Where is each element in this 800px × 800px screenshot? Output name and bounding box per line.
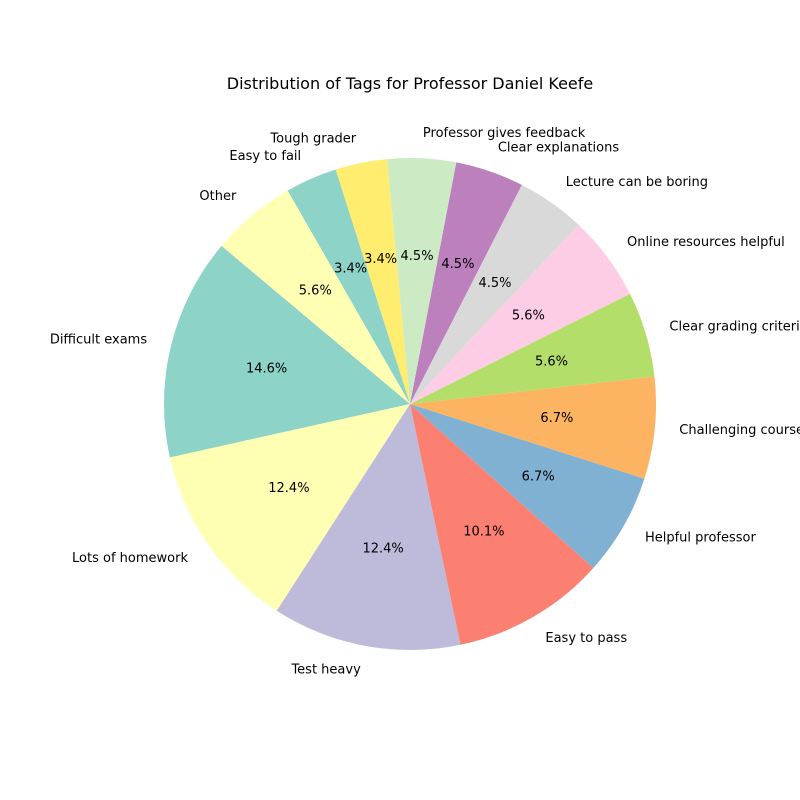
slice-label: Lots of homework bbox=[72, 551, 188, 566]
pie-slice-other bbox=[221, 190, 410, 404]
slice-label: Test heavy bbox=[290, 663, 361, 678]
pie-slice-lecture-can-be-boring bbox=[410, 184, 579, 404]
slice-percent-label: 14.6% bbox=[246, 361, 287, 376]
slice-label: Easy to fail bbox=[229, 149, 301, 164]
pie-slice-difficult-exams bbox=[164, 245, 410, 458]
pie-slice-clear-explanations bbox=[410, 162, 522, 404]
slice-percent-label: 5.6% bbox=[512, 308, 545, 323]
slice-percent-label: 3.4% bbox=[364, 252, 397, 267]
pie-slice-clear-grading-criteria bbox=[410, 293, 655, 404]
pie-slice-online-resources-helpful bbox=[410, 224, 630, 404]
slice-percent-label: 5.6% bbox=[299, 283, 332, 298]
slice-label: Difficult exams bbox=[50, 332, 148, 347]
pie-percent-labels: 14.6% 12.4% 12.4% 10.1% 6.7% 6.7% 5.6% 5.6% 4.5%… bbox=[246, 249, 573, 557]
slice-percent-label: 6.7% bbox=[540, 411, 573, 426]
chart-title: Distribution of Tags for Professor Danie… bbox=[227, 74, 593, 93]
pie-slices bbox=[164, 158, 656, 650]
slice-percent-label: 3.4% bbox=[334, 261, 367, 276]
slice-label: Clear grading criteria bbox=[669, 320, 800, 335]
slice-label: Easy to pass bbox=[545, 631, 627, 646]
pie-slice-easy-to-pass bbox=[410, 404, 594, 645]
pie-slice-challenging-course bbox=[410, 376, 656, 479]
slice-label: Professor gives feedback bbox=[423, 126, 586, 141]
slice-label: Online resources helpful bbox=[627, 235, 785, 250]
pie-labels: Difficult exams Lots of homework Test heav… bbox=[50, 126, 800, 677]
slice-label: Clear explanations bbox=[498, 141, 620, 156]
pie-slice-easy-to-fail bbox=[287, 169, 410, 404]
pie-slice-helpful-professor bbox=[410, 404, 645, 568]
slice-percent-label: 4.5% bbox=[401, 249, 434, 264]
slice-label: Other bbox=[199, 189, 237, 204]
slice-percent-label: 12.4% bbox=[362, 542, 403, 557]
pie-slice-test-heavy bbox=[276, 404, 461, 650]
slice-label: Lecture can be boring bbox=[566, 175, 708, 190]
slice-label: Helpful professor bbox=[645, 531, 757, 546]
slice-percent-label: 4.5% bbox=[478, 276, 511, 291]
pie-slice-lots-of-homework bbox=[169, 404, 410, 611]
slice-label: Challenging course bbox=[679, 423, 800, 438]
slice-percent-label: 5.6% bbox=[535, 355, 568, 370]
slice-percent-label: 6.7% bbox=[522, 470, 555, 485]
pie-slice-professor-gives-feedback bbox=[387, 158, 457, 404]
slice-percent-label: 12.4% bbox=[268, 481, 309, 496]
slice-percent-label: 4.5% bbox=[441, 257, 474, 272]
pie-slice-tough-grader bbox=[335, 159, 410, 404]
slice-label: Tough grader bbox=[269, 131, 356, 146]
slice-percent-label: 10.1% bbox=[463, 524, 504, 539]
